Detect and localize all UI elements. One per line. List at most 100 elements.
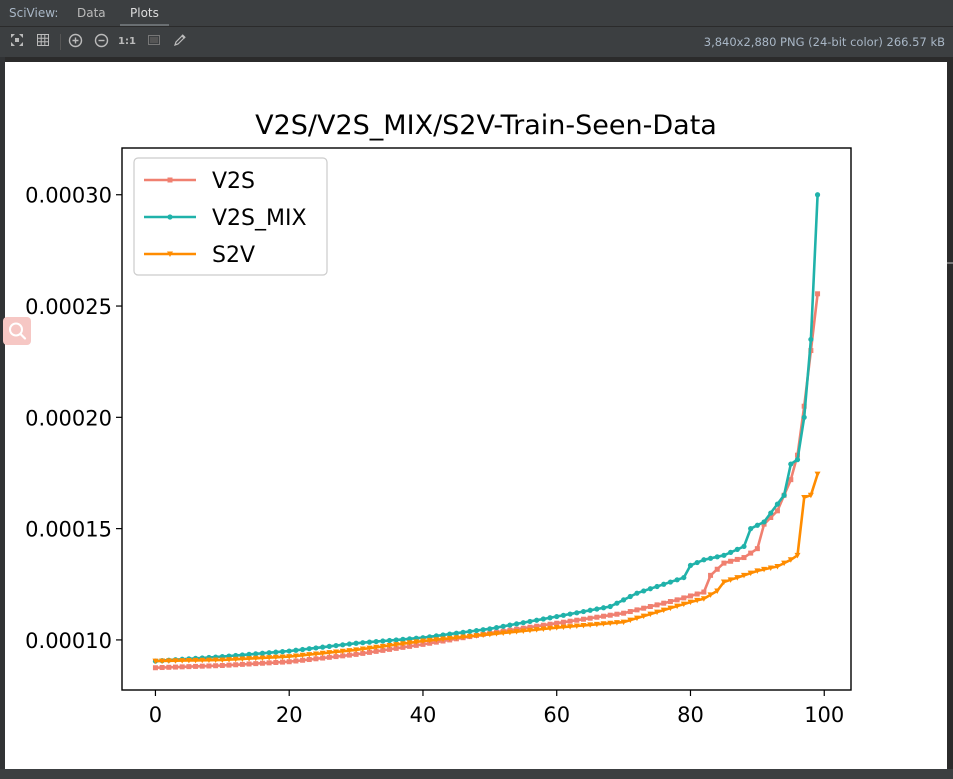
data-point xyxy=(259,655,266,661)
data-point xyxy=(694,597,701,604)
data-point xyxy=(547,615,553,621)
data-point xyxy=(380,647,386,653)
data-point xyxy=(560,612,567,618)
tab-plots[interactable]: Plots xyxy=(120,0,169,26)
data-point xyxy=(601,613,607,619)
data-point xyxy=(667,599,673,605)
zoom-out-icon[interactable] xyxy=(92,33,110,51)
data-point xyxy=(239,652,245,658)
data-point xyxy=(399,641,406,647)
data-point xyxy=(379,643,386,650)
data-point xyxy=(279,654,286,660)
data-point xyxy=(272,654,279,661)
data-point xyxy=(694,591,700,597)
data-point xyxy=(681,595,687,601)
data-point xyxy=(480,627,486,633)
data-point xyxy=(286,654,293,660)
data-point xyxy=(172,658,179,664)
data-point xyxy=(480,632,487,639)
data-point xyxy=(574,610,580,616)
data-point xyxy=(266,655,273,661)
bottom-scrollbar[interactable] xyxy=(0,769,953,779)
data-point xyxy=(768,510,774,516)
data-point xyxy=(701,557,707,563)
data-point xyxy=(420,641,426,647)
data-point xyxy=(366,639,373,645)
zoom-in-icon[interactable] xyxy=(66,33,84,51)
data-point xyxy=(788,477,794,483)
sciview-label: SciView: xyxy=(9,6,59,20)
data-point xyxy=(353,647,360,653)
data-point xyxy=(600,605,607,611)
data-point xyxy=(293,658,299,664)
fit-screen-icon[interactable] xyxy=(8,33,26,51)
tab-data[interactable]: Data xyxy=(77,6,106,20)
data-point xyxy=(219,657,226,663)
data-point xyxy=(727,577,734,583)
data-point xyxy=(447,631,453,637)
data-point xyxy=(614,611,620,617)
data-point xyxy=(761,519,767,525)
data-point xyxy=(748,550,754,556)
data-point xyxy=(621,597,627,603)
color-picker-icon[interactable] xyxy=(171,33,189,51)
data-point xyxy=(627,609,633,615)
data-point xyxy=(446,635,453,642)
data-point xyxy=(440,632,446,638)
data-point xyxy=(440,636,447,643)
data-point xyxy=(306,657,312,663)
search-button[interactable] xyxy=(3,317,31,345)
data-point xyxy=(293,647,299,653)
data-point xyxy=(547,621,553,627)
data-point xyxy=(346,648,353,654)
data-point xyxy=(246,651,252,657)
data-point xyxy=(781,560,788,567)
data-point xyxy=(741,543,747,550)
data-point xyxy=(768,514,774,520)
data-point xyxy=(641,605,647,611)
y-tick-label: 0.00030 xyxy=(25,184,112,208)
data-point xyxy=(721,552,727,558)
data-point xyxy=(252,655,259,662)
data-point xyxy=(740,572,747,579)
data-point xyxy=(600,621,607,627)
data-point xyxy=(520,625,526,631)
image-toolbar: 1:1 3,840x2,880 PNG (24-bit color) 266.5… xyxy=(0,27,953,57)
data-point xyxy=(534,623,540,629)
plot-area xyxy=(152,192,821,671)
data-point xyxy=(239,661,245,667)
data-point xyxy=(393,645,399,651)
data-point xyxy=(814,192,821,198)
legend-label: V2S xyxy=(212,169,255,194)
data-point xyxy=(226,657,233,663)
right-edge-marker xyxy=(947,262,953,264)
data-point xyxy=(279,649,286,655)
data-point xyxy=(734,556,740,562)
data-point xyxy=(674,577,680,583)
data-point xyxy=(433,637,440,643)
data-point xyxy=(185,658,192,664)
actual-size-icon[interactable]: 1:1 xyxy=(118,36,136,47)
data-point xyxy=(714,554,720,560)
data-point xyxy=(453,635,460,641)
data-point xyxy=(333,649,340,655)
data-point xyxy=(387,646,393,652)
data-point xyxy=(152,658,159,665)
series-line xyxy=(155,293,819,669)
data-point xyxy=(687,593,693,599)
background-toggle-icon[interactable] xyxy=(145,33,163,51)
data-point xyxy=(534,617,540,623)
data-point xyxy=(312,651,319,657)
data-point xyxy=(547,625,554,632)
data-point xyxy=(794,552,801,559)
data-point xyxy=(728,558,734,564)
data-point xyxy=(627,593,633,600)
data-point xyxy=(393,642,400,648)
data-point xyxy=(306,652,313,658)
data-point xyxy=(567,611,573,617)
grid-icon[interactable] xyxy=(34,33,52,51)
data-point xyxy=(747,570,754,577)
data-point xyxy=(466,633,473,640)
data-point xyxy=(299,646,306,653)
data-point xyxy=(487,626,493,632)
